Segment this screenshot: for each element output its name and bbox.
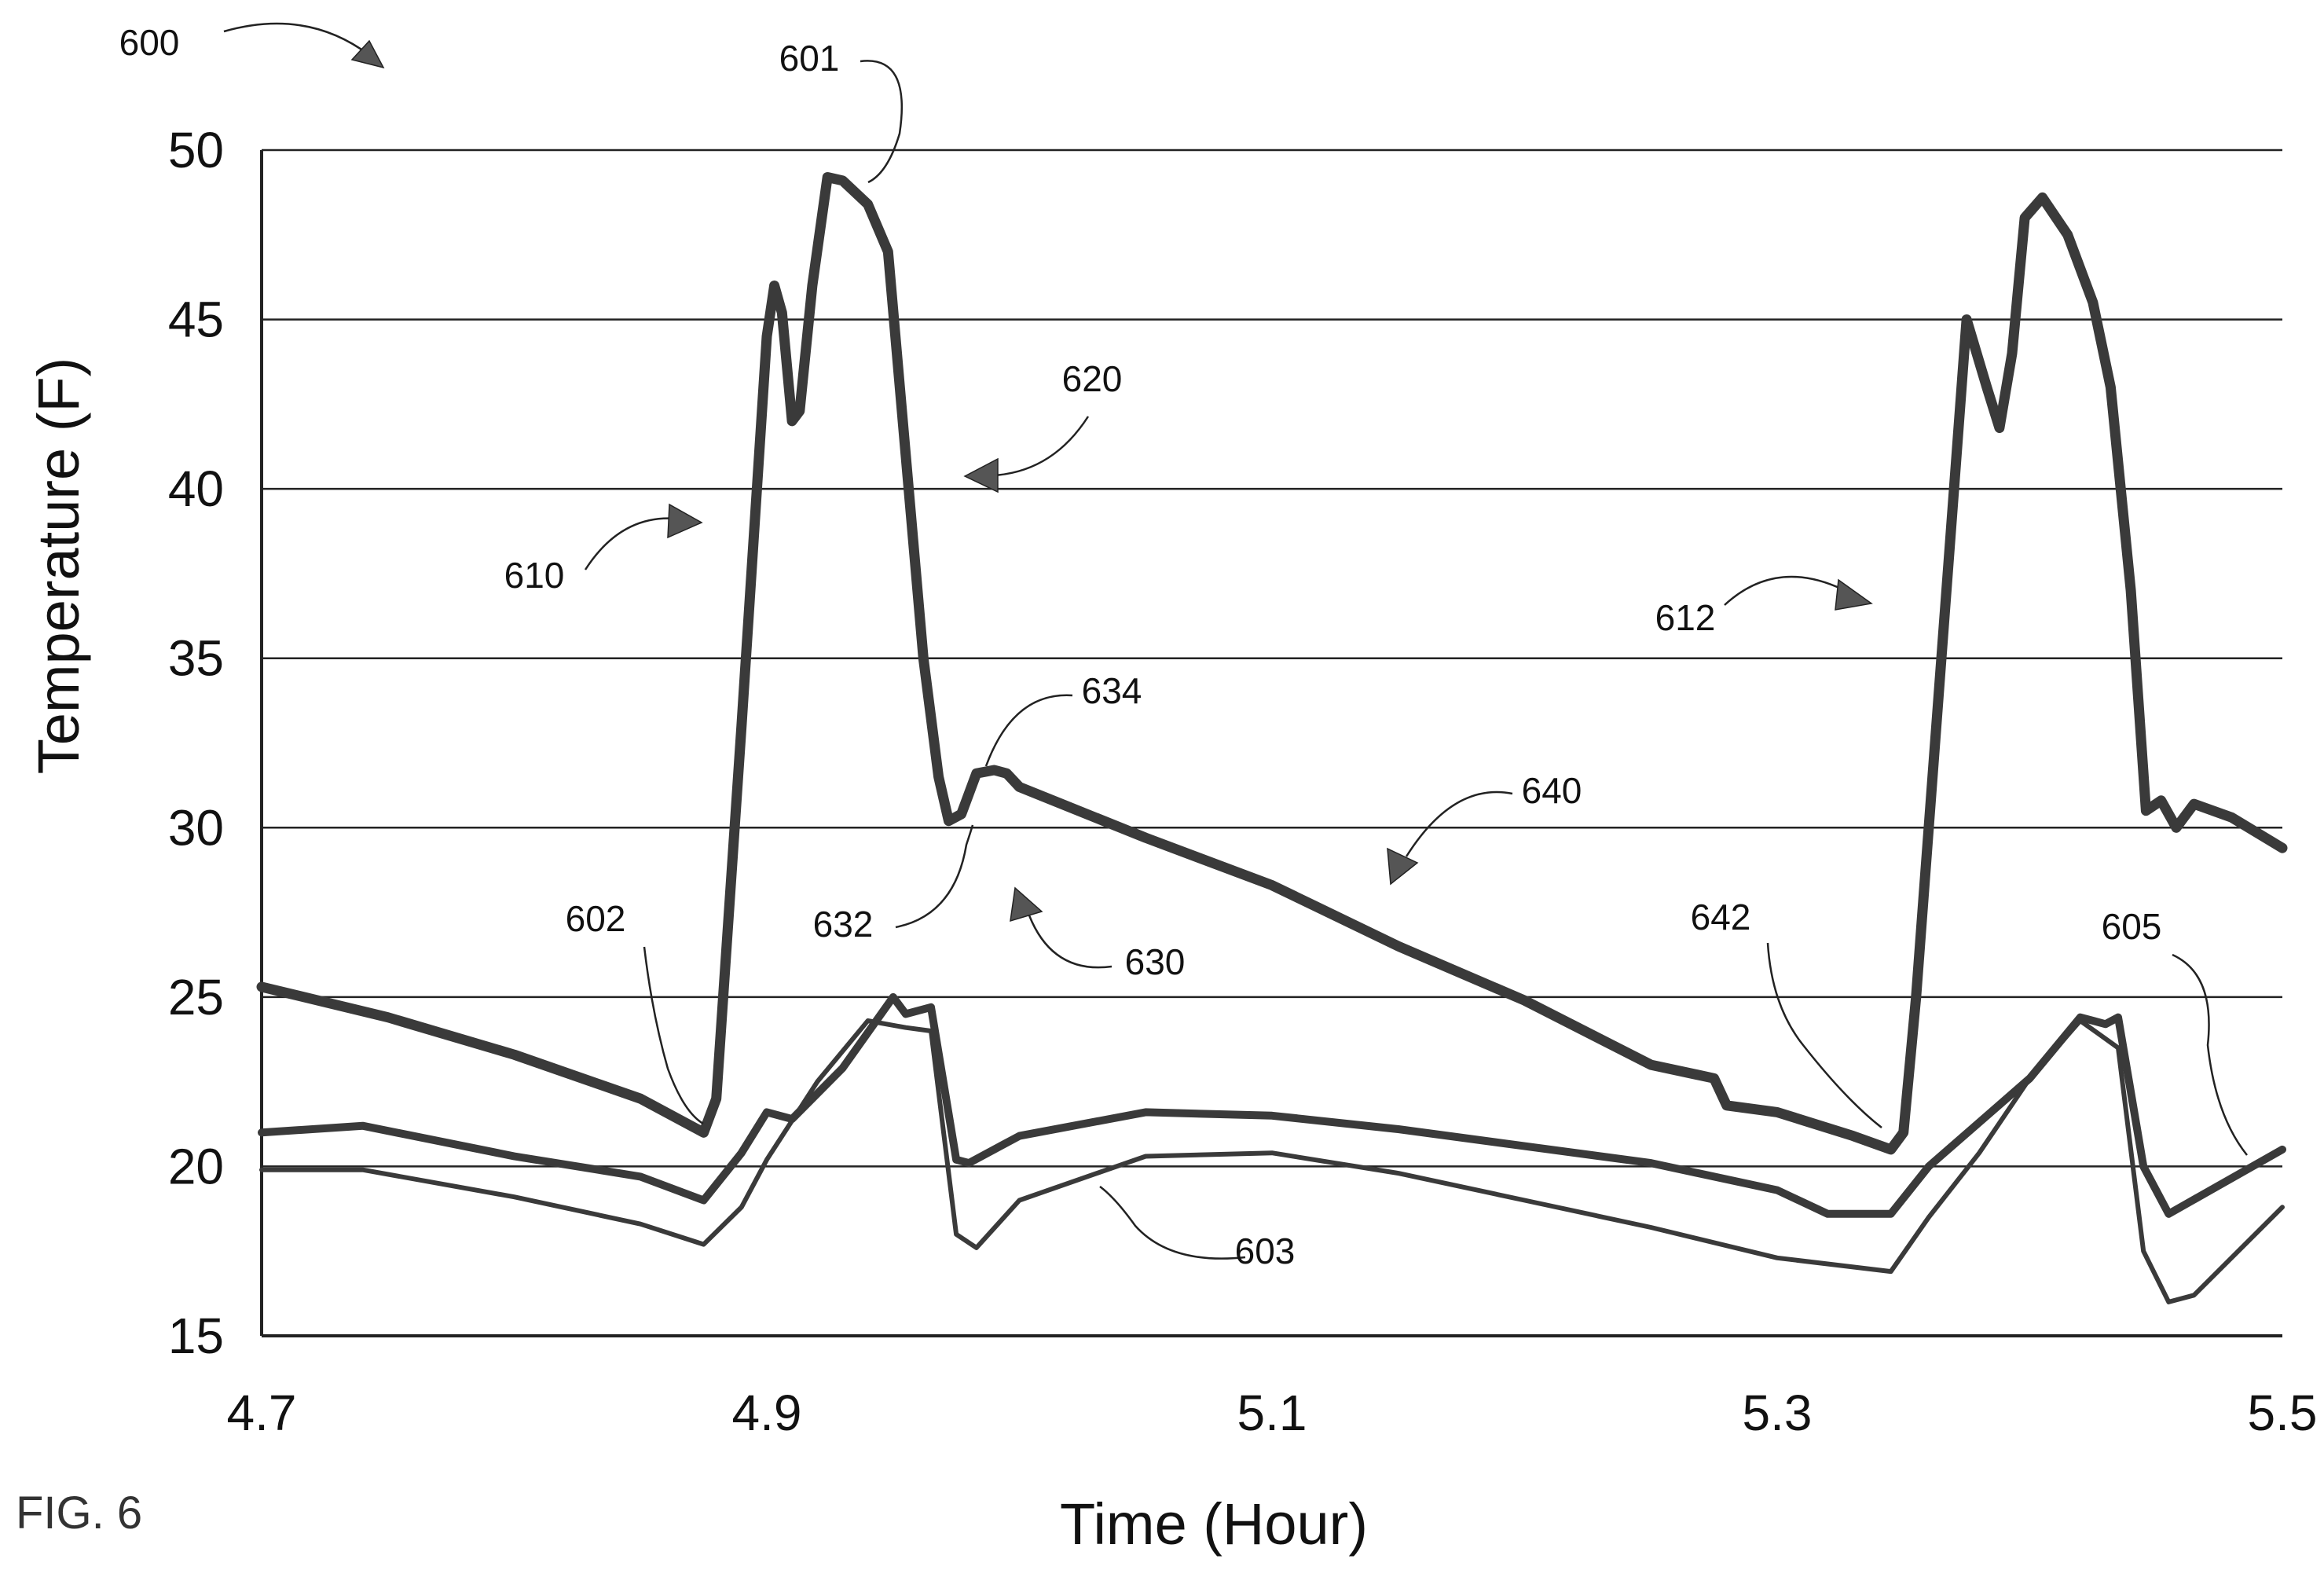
annotation-label-632: 632 [813,904,874,945]
annotation-arrowhead [1010,886,1043,923]
annotation-leader [223,22,370,57]
x-tick-label: 5.3 [1743,1385,1813,1441]
figure-label: FIG. 6 [16,1487,142,1539]
annotation-label-605: 605 [2102,906,2162,947]
annotation-leader [1028,915,1113,969]
series-layer [256,172,2288,1304]
y-tick-label: 25 [168,969,224,1025]
y-tick-label: 35 [168,630,224,687]
annotation-label-630: 630 [1125,941,1186,982]
annotation-leader [860,60,903,184]
series-line-3 [259,1018,2285,1304]
annotation-leader [1099,1186,1246,1260]
tick-layer: 15 20 25 30 35 40 45 50 4.7 4.9 5.1 5.3 5.5 [168,122,2318,1441]
series-line-2 [258,992,2286,1218]
annotation-label-642: 642 [1691,897,1751,937]
annotation-label-620: 620 [1062,358,1123,399]
axis-layer [260,150,2282,1337]
annotation-layer: 600 601 602 603 605 610 612 620 630 632 634 640 642 [119,22,2248,1271]
annotation-leader [643,946,704,1125]
annotation-label-610: 610 [504,555,565,596]
annotation-leader [584,517,676,570]
annotation-label-600: 600 [119,22,180,63]
annotation-arrowhead [1387,847,1419,886]
annotation-leader [984,694,1073,767]
annotation-label-601: 601 [779,38,840,79]
x-axis-title: Time (Hour) [1060,1491,1368,1557]
y-tick-label: 40 [168,460,224,517]
annotation-arrowhead [350,39,385,69]
y-tick-label: 50 [168,122,224,178]
x-tick-label: 4.9 [732,1385,802,1441]
annotation-leader [1724,575,1843,606]
annotation-arrowhead [667,503,703,539]
annotation-arrowhead [963,457,999,493]
series-line-1 [256,172,2288,1155]
annotation-label-640: 640 [1522,770,1582,811]
grid-layer [262,149,2282,1168]
x-tick-label: 5.1 [1237,1385,1307,1441]
annotation-label-612: 612 [1655,597,1716,638]
annotation-leader [895,824,974,929]
y-tick-label: 20 [168,1138,224,1194]
y-axis-title: Temperature (F) [26,358,91,774]
x-tick-label: 4.7 [227,1385,297,1441]
y-tick-label: 15 [168,1308,224,1364]
x-tick-label: 5.5 [2248,1385,2318,1441]
annotation-leader [2172,953,2248,1156]
annotation-label-634: 634 [1082,670,1142,711]
annotation-label-602: 602 [566,898,626,939]
annotation-leader [1405,791,1513,857]
y-tick-label: 30 [168,799,224,856]
annotation-arrowhead [1835,578,1873,611]
annotation-leader [1766,942,1882,1128]
annotation-leader [993,416,1090,477]
y-tick-label: 45 [168,292,224,348]
annotation-label-603: 603 [1235,1231,1296,1271]
